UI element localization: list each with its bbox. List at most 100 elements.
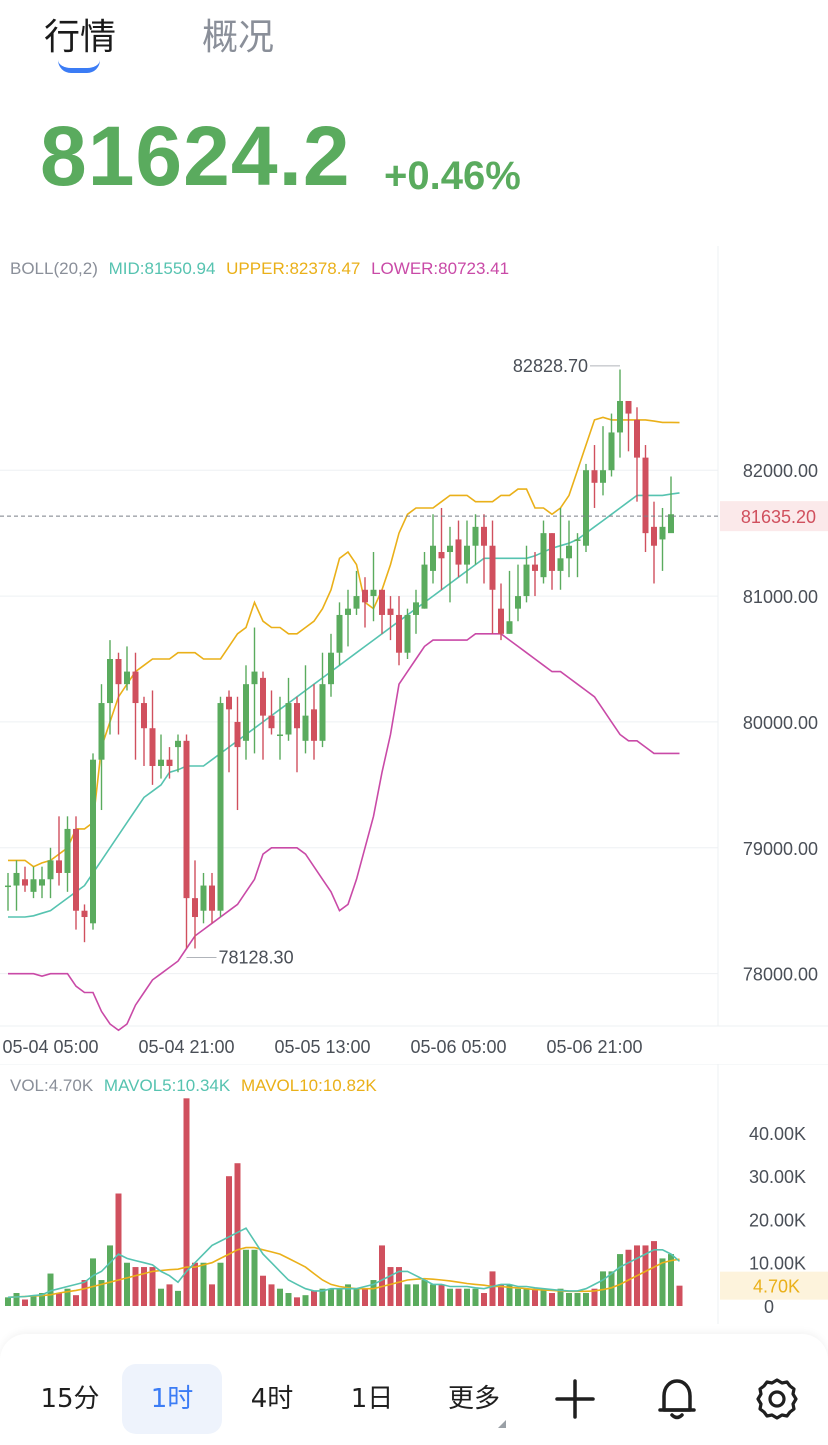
volume-bar bbox=[396, 1267, 402, 1306]
y-tick-label: 78000.00 bbox=[743, 965, 818, 985]
volume-bar bbox=[362, 1288, 368, 1306]
volume-bar bbox=[574, 1293, 581, 1306]
current-price-label: 81635.20 bbox=[741, 507, 816, 527]
candle-body bbox=[115, 659, 122, 685]
volume-bar bbox=[115, 1193, 122, 1306]
tab-market[interactable]: 行情 bbox=[44, 17, 117, 58]
volume-bar bbox=[676, 1285, 683, 1306]
candle-body bbox=[523, 564, 530, 597]
volume-bar bbox=[22, 1299, 28, 1306]
candle-body bbox=[438, 552, 445, 559]
volume-bar bbox=[455, 1288, 462, 1306]
candle-body bbox=[328, 652, 334, 685]
candle-body bbox=[107, 659, 113, 704]
volume-chart[interactable]: 40.00K 30.00K 20.00K 10.00K 04.70K VOL:4.70K… bbox=[0, 1064, 828, 1324]
vol-y-tick-label: 0 bbox=[764, 1297, 774, 1317]
candle-body bbox=[651, 526, 657, 546]
candle-body bbox=[5, 885, 11, 888]
boll-mid-label: MID:81550.94 bbox=[109, 259, 216, 278]
candle-body bbox=[600, 470, 606, 483]
volume-bar bbox=[489, 1271, 496, 1306]
candle-body bbox=[277, 734, 283, 737]
candle-body bbox=[455, 539, 462, 565]
vol-y-tick-label: 10.00K bbox=[749, 1254, 806, 1274]
vol-y-tick-label: 20.00K bbox=[749, 1210, 806, 1230]
tab-active-indicator bbox=[58, 60, 100, 73]
y-tick-label: 80000.00 bbox=[743, 713, 818, 733]
plus-icon[interactable] bbox=[540, 1364, 610, 1434]
volume-bar bbox=[183, 1098, 190, 1306]
candles bbox=[5, 369, 674, 949]
timeframe-15m[interactable]: 15分 bbox=[40, 1384, 100, 1414]
volume-bar bbox=[608, 1271, 615, 1306]
volume-bar bbox=[591, 1288, 598, 1306]
bell-icon[interactable] bbox=[642, 1364, 712, 1434]
boll-lower-label: LOWER:80723.41 bbox=[371, 259, 509, 278]
max-price-label: 82828.70 bbox=[513, 356, 588, 376]
volume-bar bbox=[617, 1254, 623, 1306]
min-price-label: 78128.30 bbox=[219, 948, 294, 968]
tab-overview[interactable]: 概况 bbox=[202, 17, 275, 58]
volume-bar bbox=[30, 1295, 37, 1306]
boll-legend: BOLL(20,2) MID:81550.94 UPPER:82378.47 L… bbox=[10, 259, 509, 278]
candle-body bbox=[47, 860, 54, 880]
boll-upper-label: UPPER:82378.47 bbox=[226, 259, 360, 278]
candle-body bbox=[149, 728, 156, 766]
volume-bar bbox=[73, 1295, 79, 1306]
volume-bar bbox=[336, 1288, 343, 1306]
timeframe-1h[interactable]: 1时 bbox=[122, 1364, 222, 1434]
candle-body bbox=[13, 872, 20, 886]
volume-bar bbox=[175, 1290, 181, 1306]
volume-bar bbox=[107, 1245, 113, 1306]
volume-bar bbox=[540, 1288, 547, 1306]
candle-body bbox=[260, 677, 266, 716]
volume-bar bbox=[209, 1284, 215, 1306]
volume-bar bbox=[64, 1288, 71, 1306]
candle-body bbox=[81, 910, 88, 918]
candle-body bbox=[668, 514, 674, 534]
candle-body bbox=[226, 696, 232, 710]
volume-bar bbox=[141, 1267, 147, 1306]
volume-bar bbox=[158, 1288, 164, 1306]
boll-mid-line bbox=[8, 492, 680, 918]
candlestick-chart[interactable]: 82000.00 81000.00 80000.00 79000.00 78000.00… bbox=[0, 246, 828, 1062]
volume-bar bbox=[328, 1288, 334, 1306]
current-price-tag bbox=[720, 501, 828, 532]
volume-bar bbox=[98, 1280, 105, 1306]
volume-bar bbox=[583, 1293, 589, 1306]
candle-body bbox=[30, 879, 37, 892]
candle-body bbox=[73, 828, 79, 911]
main-grid bbox=[0, 246, 828, 1027]
candle-body bbox=[234, 721, 241, 748]
candle-body bbox=[617, 400, 623, 433]
volume-bar bbox=[370, 1280, 377, 1306]
volume-axis: 40.00K 30.00K 20.00K 10.00K 04.70K bbox=[720, 1124, 828, 1317]
timeframe-more[interactable]: 更多 bbox=[447, 1384, 500, 1414]
volume-bar bbox=[166, 1284, 173, 1306]
gear-icon[interactable] bbox=[742, 1364, 812, 1434]
last-price: 81624.2 bbox=[40, 109, 351, 203]
volume-bar bbox=[5, 1297, 11, 1306]
timeframe-1d[interactable]: 1日 bbox=[350, 1384, 394, 1414]
vol-label: VOL:4.70K bbox=[10, 1076, 94, 1095]
candle-body bbox=[336, 614, 343, 653]
volume-bar bbox=[557, 1288, 564, 1306]
candle-body bbox=[464, 545, 470, 565]
candle-body bbox=[421, 564, 428, 609]
volume-bar bbox=[379, 1245, 385, 1306]
candle-body bbox=[430, 545, 436, 571]
volume-bar bbox=[277, 1288, 283, 1306]
candle-body bbox=[132, 671, 139, 704]
candle-body bbox=[413, 602, 419, 615]
timeframe-4h[interactable]: 4时 bbox=[250, 1384, 294, 1414]
volume-bar bbox=[515, 1288, 521, 1306]
volume-bar bbox=[421, 1280, 428, 1306]
top-tabs: 行情 概况 bbox=[0, 0, 828, 80]
bottom-toolbar: 15分 1时 4时 1日 更多 bbox=[0, 1334, 828, 1445]
candle-body bbox=[302, 715, 309, 741]
candle-body bbox=[64, 828, 71, 873]
candle-body bbox=[166, 759, 173, 766]
mavol10-label: MAVOL10:10.82K bbox=[241, 1076, 377, 1095]
more-dropdown-indicator bbox=[498, 1420, 506, 1428]
candle-body bbox=[659, 526, 666, 540]
